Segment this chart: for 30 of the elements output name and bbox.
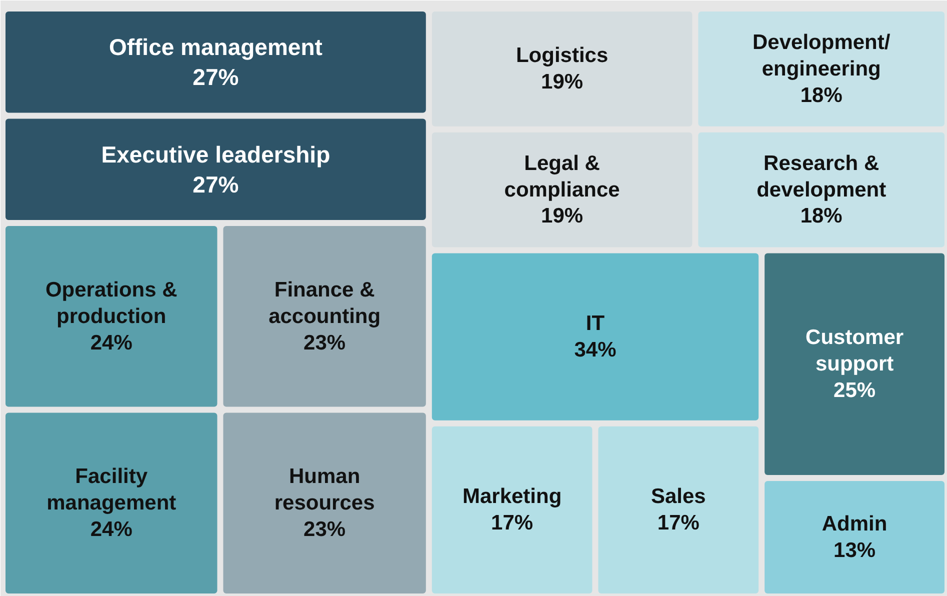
data-label: 34% bbox=[574, 338, 617, 362]
category-label: Legal & compliance bbox=[504, 152, 620, 202]
category-label: Operations & production bbox=[45, 278, 178, 328]
category-label: Customer support bbox=[806, 326, 904, 376]
category-label: IT bbox=[586, 312, 605, 336]
data-label: 27% bbox=[192, 64, 239, 90]
data-label: 18% bbox=[800, 84, 843, 107]
category-label: Logistics bbox=[516, 44, 608, 68]
category-label: Finance & accounting bbox=[268, 278, 381, 328]
data-label: 23% bbox=[304, 518, 346, 542]
data-label: 24% bbox=[90, 518, 133, 542]
category-label: Office management bbox=[108, 34, 323, 60]
data-label: 18% bbox=[800, 204, 843, 228]
category-label: Research & development bbox=[756, 152, 886, 202]
category-label: Development/ engineering bbox=[752, 30, 890, 80]
data-label: 24% bbox=[90, 331, 133, 354]
data-label: 19% bbox=[541, 70, 584, 94]
category-label: Facility management bbox=[46, 465, 176, 515]
data-label: 17% bbox=[657, 512, 700, 535]
data-label: 17% bbox=[491, 512, 534, 535]
data-label: 13% bbox=[834, 538, 876, 562]
category-label: Admin bbox=[822, 512, 888, 536]
category-label: Executive leadership bbox=[101, 141, 330, 168]
data-label: 23% bbox=[304, 331, 346, 354]
category-label: Marketing bbox=[462, 485, 562, 508]
data-label: 19% bbox=[541, 204, 584, 228]
category-label: Human resources bbox=[274, 465, 375, 515]
category-label: Sales bbox=[650, 485, 706, 508]
data-label: 27% bbox=[192, 171, 239, 198]
data-label: 25% bbox=[834, 379, 876, 402]
